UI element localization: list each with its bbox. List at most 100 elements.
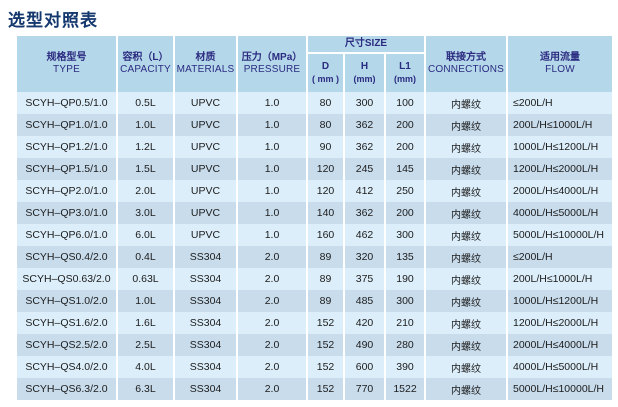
cell-flow: 2000L/H≤4000L/H — [508, 334, 612, 356]
cell-flow: 1200L/H≤2000L/H — [508, 158, 612, 180]
header-connections-zh: 联接方式 — [446, 51, 486, 63]
cell-d: 152 — [308, 312, 343, 334]
cell-type: SCYH–QS2.5/2.0 — [17, 334, 116, 356]
cell-h: 485 — [345, 290, 384, 312]
header-size-d-label: D — [321, 61, 330, 73]
header-flow-zh: 适用流量 — [540, 51, 580, 63]
header-size-d: D ( mm ) — [308, 54, 343, 92]
cell-type: SCYH–QS1.0/2.0 — [17, 290, 116, 312]
table-row: SCYH–QS6.3/2.0 6.3L SS304 2.0 152 770 1522 内螺纹 5… — [17, 378, 612, 400]
cell-l1: 210 — [386, 312, 424, 334]
cell-h: 412 — [345, 180, 384, 202]
cell-pressure: 2.0 — [238, 246, 306, 268]
cell-type: SCYH–QS1.6/2.0 — [17, 312, 116, 334]
header-materials: 材质 MATERIALS — [175, 36, 236, 92]
table-row: SCYH–QP1.5/1.0 1.5L UPVC 1.0 120 245 145 内螺纹 120… — [17, 158, 612, 180]
cell-capacity: 1.5L — [118, 158, 173, 180]
cell-l1: 390 — [386, 356, 424, 378]
cell-pressure: 1.0 — [238, 92, 306, 114]
table-row: SCYH–QS2.5/2.0 2.5L SS304 2.0 152 490 280 内螺纹 20… — [17, 334, 612, 356]
cell-h: 300 — [345, 92, 384, 114]
header-materials-en: MATERIALS — [176, 64, 235, 75]
cell-material: UPVC — [175, 114, 236, 136]
cell-h: 362 — [345, 114, 384, 136]
cell-l1: 190 — [386, 268, 424, 290]
cell-pressure: 2.0 — [238, 378, 306, 400]
header-capacity-en: CAPACITY — [120, 64, 171, 75]
cell-d: 90 — [308, 136, 343, 158]
table-row: SCYH–QS0.4/2.0 0.4L SS304 2.0 89 320 135 内螺纹 ≤20… — [17, 246, 612, 268]
cell-pressure: 2.0 — [238, 356, 306, 378]
cell-h: 375 — [345, 268, 384, 290]
cell-material: SS304 — [175, 334, 236, 356]
cell-flow: ≤200L/H — [508, 92, 612, 114]
cell-d: 152 — [308, 334, 343, 356]
header-pressure-zh: 压力（MPa） — [241, 51, 303, 63]
cell-flow: 200L/H≤1000L/H — [508, 114, 612, 136]
cell-l1: 200 — [386, 202, 424, 224]
cell-flow: 5000L/H≤10000L/H — [508, 224, 612, 246]
cell-type: SCYH–QP2.0/1.0 — [17, 180, 116, 202]
cell-material: UPVC — [175, 202, 236, 224]
header-connections: 联接方式 CONNECTIONS — [426, 36, 506, 92]
table-row: SCYH–QP2.0/1.0 2.0L UPVC 1.0 120 412 250 内螺纹 200… — [17, 180, 612, 202]
header-size-h: H (mm) — [345, 54, 384, 92]
cell-material: UPVC — [175, 136, 236, 158]
header-size-l1-unit: (mm) — [394, 73, 416, 84]
cell-capacity: 3.0L — [118, 202, 173, 224]
cell-d: 160 — [308, 224, 343, 246]
page-title: 选型对照表 — [8, 11, 98, 30]
cell-connection: 内螺纹 — [426, 136, 506, 158]
cell-l1: 300 — [386, 224, 424, 246]
table-row: SCYH–QP0.5/1.0 0.5L UPVC 1.0 80 300 100 内螺纹 ≤200… — [17, 92, 612, 114]
cell-type: SCYH–QP1.5/1.0 — [17, 158, 116, 180]
table-row: SCYH–QP3.0/1.0 3.0L UPVC 1.0 140 362 200 内螺纹 400… — [17, 202, 612, 224]
cell-connection: 内螺纹 — [426, 312, 506, 334]
cell-l1: 145 — [386, 158, 424, 180]
header-pressure-en: PRESSURE — [243, 64, 301, 75]
cell-l1: 200 — [386, 136, 424, 158]
cell-d: 89 — [308, 246, 343, 268]
cell-connection: 内螺纹 — [426, 224, 506, 246]
cell-connection: 内螺纹 — [426, 378, 506, 400]
cell-capacity: 0.4L — [118, 246, 173, 268]
cell-capacity: 6.0L — [118, 224, 173, 246]
cell-flow: 2000L/H≤4000L/H — [508, 180, 612, 202]
cell-pressure: 2.0 — [238, 268, 306, 290]
cell-l1: 200 — [386, 114, 424, 136]
cell-capacity: 4.0L — [118, 356, 173, 378]
cell-capacity: 1.6L — [118, 312, 173, 334]
cell-connection: 内螺纹 — [426, 268, 506, 290]
cell-h: 600 — [345, 356, 384, 378]
cell-pressure: 1.0 — [238, 136, 306, 158]
cell-d: 152 — [308, 378, 343, 400]
cell-d: 89 — [308, 268, 343, 290]
cell-h: 490 — [345, 334, 384, 356]
cell-pressure: 2.0 — [238, 334, 306, 356]
cell-pressure: 2.0 — [238, 312, 306, 334]
cell-material: UPVC — [175, 224, 236, 246]
header-type: 规格型号 TYPE — [17, 36, 116, 92]
cell-flow: 4000L/H≤5000L/H — [508, 202, 612, 224]
cell-h: 362 — [345, 202, 384, 224]
cell-h: 320 — [345, 246, 384, 268]
cell-flow: 200L/H≤1000L/H — [508, 268, 612, 290]
header-size-l1: L1 (mm) — [386, 54, 424, 92]
cell-pressure: 2.0 — [238, 290, 306, 312]
cell-flow: 1000L/H≤1200L/H — [508, 290, 612, 312]
table-row: SCYH–QP1.2/1.0 1.2L UPVC 1.0 90 362 200 内螺纹 1000… — [17, 136, 612, 158]
cell-pressure: 1.0 — [238, 224, 306, 246]
cell-material: UPVC — [175, 92, 236, 114]
cell-d: 120 — [308, 158, 343, 180]
cell-flow: ≤200L/H — [508, 246, 612, 268]
cell-capacity: 2.0L — [118, 180, 173, 202]
cell-flow: 1000L/H≤1200L/H — [508, 136, 612, 158]
header-type-en: TYPE — [53, 64, 80, 75]
header-size-d-unit: ( mm ) — [312, 73, 339, 84]
table-row: SCYH–QP6.0/1.0 6.0L UPVC 1.0 160 462 300 内螺纹 500… — [17, 224, 612, 246]
cell-type: SCYH–QS4.0/2.0 — [17, 356, 116, 378]
header-capacity: 容积（L） CAPACITY — [118, 36, 173, 92]
header-size: 尺寸SIZE — [308, 36, 424, 54]
table-row: SCYH–QS1.6/2.0 1.6L SS304 2.0 152 420 210 内螺纹 12… — [17, 312, 612, 334]
table-row: SCYH–QS4.0/2.0 4.0L SS304 2.0 152 600 390 内螺纹 40… — [17, 356, 612, 378]
